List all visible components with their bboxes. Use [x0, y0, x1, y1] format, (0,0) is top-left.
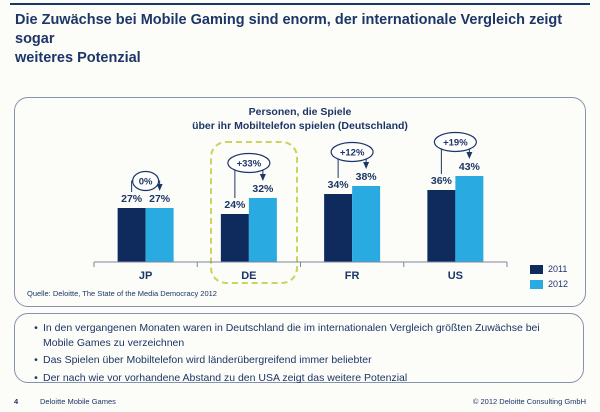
- bar-2012-DE: [248, 198, 277, 262]
- growth-oval-FR: [330, 141, 374, 163]
- slide-footer: 4 Deloitte Mobile Games © 2012 Deloitte …: [0, 394, 600, 412]
- bar-2012-US: [455, 176, 484, 262]
- slide-title-line-2: weiteres Potenzial: [15, 50, 141, 66]
- bullet-text-1: In den vergangenen Monaten waren in Deut…: [43, 322, 540, 349]
- growth-oval-JP: [132, 170, 160, 192]
- chart-title: Personen, die Spiele über ihr Mobiltelef…: [15, 105, 585, 133]
- bar-2011-DE: [220, 214, 249, 262]
- growth-label-DE: +33%: [237, 159, 262, 170]
- bullet-text-2: Das Spielen über Mobiltelefon wird lände…: [43, 354, 372, 366]
- bullet-item: • In den vergangenen Monaten waren in De…: [29, 321, 559, 350]
- value-label-2012-DE: 32%: [252, 183, 274, 195]
- legend-label-2012: 2012: [548, 279, 569, 289]
- legend-item-2012: 2012: [530, 279, 568, 289]
- bullet-dot: •: [34, 322, 38, 334]
- bullet-dot: •: [34, 371, 38, 384]
- growth-arrowhead-US: [466, 152, 473, 159]
- growth-arrowhead-JP: [156, 184, 163, 191]
- top-divider-rule: [10, 3, 590, 5]
- category-label-DE: DE: [241, 270, 256, 282]
- chart-title-line-2: über ihr Mobiltelefon spielen (Deutschla…: [192, 120, 408, 132]
- legend-label-2011: 2011: [548, 264, 568, 274]
- growth-label-US: +19%: [443, 138, 468, 149]
- slide-title: Die Zuwächse bei Mobile Gaming sind enor…: [15, 11, 590, 68]
- bullet-text-3: Der nach wie vor vorhandene Abstand zu d…: [43, 371, 408, 384]
- value-label-2011-DE: 24%: [224, 199, 246, 211]
- source-note: Quelle: Deloitte, The State of the Media…: [27, 289, 217, 298]
- value-label-2011-US: 36%: [431, 175, 453, 187]
- bar-2012-FR: [352, 186, 381, 262]
- value-label-2012-FR: 38%: [356, 171, 378, 183]
- growth-arrowhead-DE: [259, 174, 266, 181]
- bar-2011-US: [427, 190, 456, 262]
- legend-item-2011: 2011: [530, 264, 568, 274]
- legend-swatch-2011: [530, 264, 543, 274]
- growth-oval-US: [433, 131, 477, 153]
- value-label-2011-FR: 34%: [328, 179, 350, 191]
- de-highlight-dashed-box: [210, 141, 298, 284]
- slide-title-line-1: Die Zuwächse bei Mobile Gaming sind enor…: [15, 12, 563, 47]
- chart-panel: Personen, die Spiele über ihr Mobiltelef…: [14, 97, 586, 307]
- bar-2012-JP: [145, 208, 174, 262]
- category-label-FR: FR: [345, 270, 360, 282]
- growth-bracket-DE: [234, 162, 264, 198]
- bar-2011-JP: [117, 208, 146, 262]
- page-number: 4: [14, 397, 19, 406]
- bullet-item: • Der nach wie vor vorhandene Abstand zu…: [29, 371, 559, 386]
- bullets-panel: • In den vergangenen Monaten waren in De…: [14, 313, 584, 386]
- legend-swatch-2012: [530, 279, 543, 289]
- growth-bracket-JP: [131, 180, 161, 192]
- category-label-JP: JP: [139, 270, 152, 282]
- footer-copyright: © 2012 Deloitte Consulting GmbH: [472, 397, 586, 406]
- chart-legend: 2011 2012: [530, 264, 568, 294]
- bullet-item: • Das Spielen über Mobiltelefon wird län…: [29, 353, 559, 368]
- value-label-2012-JP: 27%: [149, 193, 171, 205]
- growth-oval-DE: [227, 152, 271, 174]
- category-label-US: US: [448, 270, 463, 282]
- growth-label-FR: +12%: [340, 148, 365, 159]
- growth-arrowhead-FR: [363, 162, 370, 169]
- growth-label-JP: 0%: [139, 177, 153, 188]
- value-label-2011-JP: 27%: [121, 193, 143, 205]
- chart-title-line-1: Personen, die Spiele: [248, 106, 352, 118]
- footer-label: Deloitte Mobile Games: [40, 397, 116, 406]
- value-label-2012-US: 43%: [459, 161, 481, 173]
- growth-bracket-FR: [337, 151, 367, 178]
- bullet-dot: •: [34, 354, 38, 366]
- growth-bracket-US: [440, 141, 470, 174]
- bar-2011-FR: [324, 194, 353, 262]
